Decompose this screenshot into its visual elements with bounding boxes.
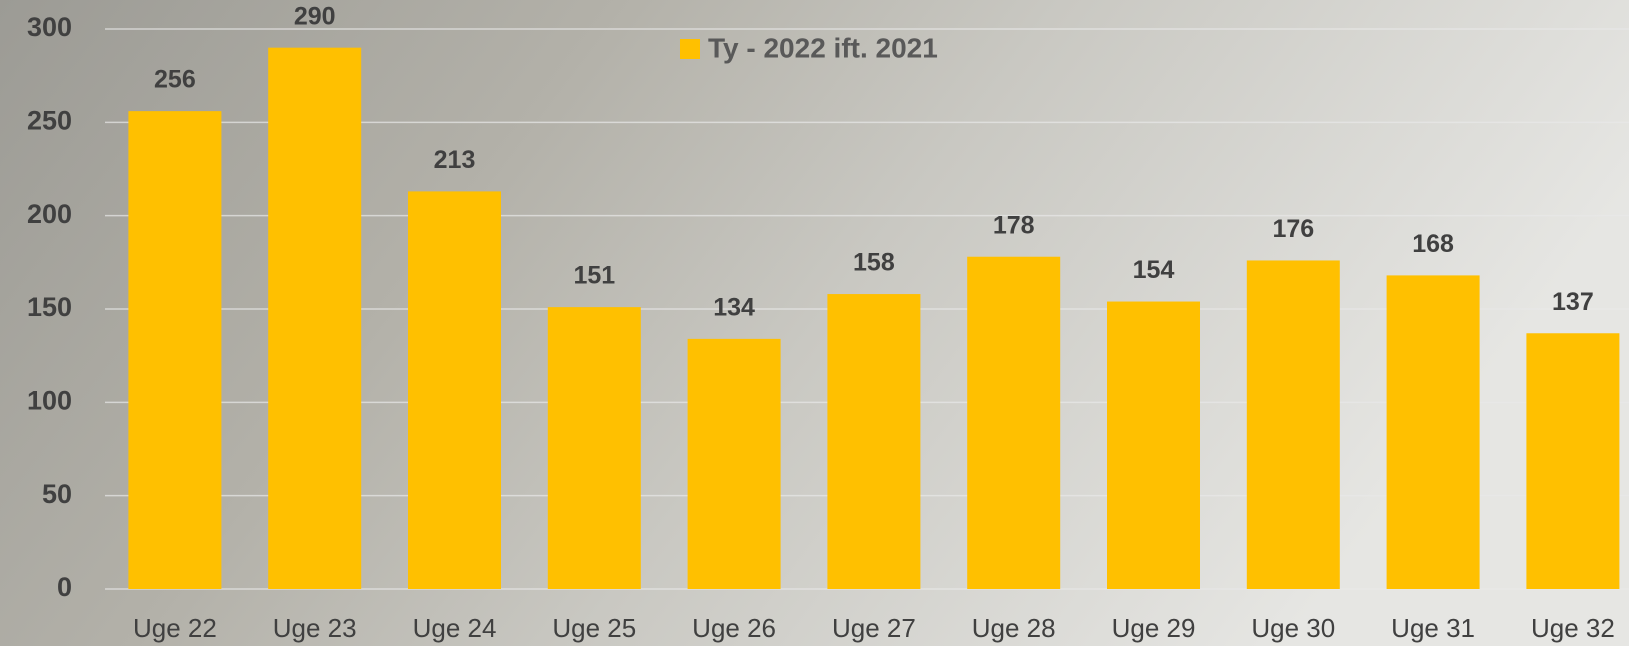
y-tick-label: 250 <box>27 105 72 135</box>
data-label: 290 <box>294 2 336 30</box>
data-label: 213 <box>434 146 476 174</box>
x-tick-label: Uge 24 <box>413 613 497 643</box>
data-label: 134 <box>713 293 755 321</box>
data-label: 151 <box>573 262 615 290</box>
data-label: 168 <box>1412 230 1454 258</box>
y-tick-label: 50 <box>42 479 72 509</box>
bar <box>1387 275 1480 589</box>
x-tick-label: Uge 28 <box>972 613 1056 643</box>
chart: 0 50 100 150 200 250 300 Uge 22 Uge 23 Uge 24 Uge … <box>0 0 1629 646</box>
x-tick-label: Uge 25 <box>552 613 636 643</box>
bar <box>1247 260 1340 589</box>
data-label: 158 <box>853 249 895 277</box>
x-tick-label: Uge 27 <box>832 613 916 643</box>
bar <box>1107 302 1200 589</box>
y-tick-label: 200 <box>27 199 72 229</box>
x-tick-label: Uge 22 <box>133 613 217 643</box>
data-label: 178 <box>993 211 1035 239</box>
bar <box>827 294 920 589</box>
x-tick-label: Uge 31 <box>1391 613 1475 643</box>
y-tick-label: 0 <box>57 572 72 602</box>
legend-label: Ty - 2022 ift. 2021 <box>708 32 938 63</box>
y-tick-label: 300 <box>27 12 72 42</box>
x-tick-label: Uge 26 <box>692 613 776 643</box>
bar <box>688 339 781 589</box>
data-label: 137 <box>1552 288 1594 316</box>
legend-swatch <box>680 39 700 59</box>
x-tick-label: Uge 23 <box>273 613 357 643</box>
data-label: 176 <box>1272 215 1314 243</box>
background <box>0 0 1629 646</box>
bar <box>967 257 1060 589</box>
bar <box>128 111 221 589</box>
y-tick-label: 100 <box>27 385 72 415</box>
y-tick-label: 150 <box>27 292 72 322</box>
x-tick-label: Uge 29 <box>1112 613 1196 643</box>
data-label: 154 <box>1133 256 1175 284</box>
bar <box>548 307 641 589</box>
x-tick-label: Uge 30 <box>1251 613 1335 643</box>
bar <box>268 48 361 589</box>
data-label: 256 <box>154 66 196 94</box>
x-tick-label: Uge 32 <box>1531 613 1615 643</box>
bar <box>1526 333 1619 589</box>
bar <box>408 191 501 589</box>
